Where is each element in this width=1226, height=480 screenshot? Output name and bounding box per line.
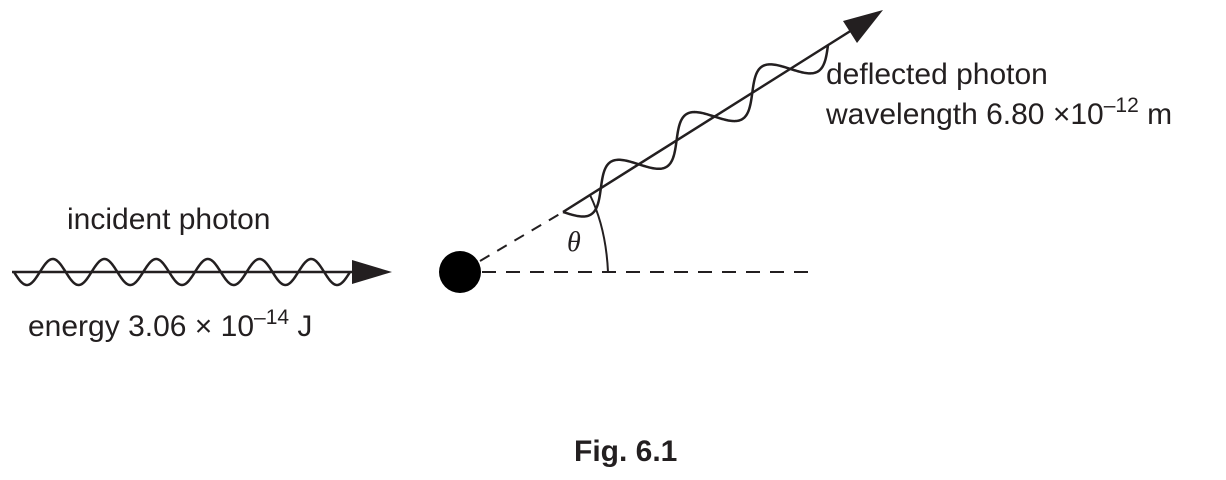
- incident-arrow-head: [352, 260, 392, 284]
- electron: [439, 251, 481, 293]
- figure-caption: Fig. 6.1: [574, 435, 678, 468]
- deflected-arrow-head: [843, 10, 883, 43]
- deflected-photon-label: deflected photon: [826, 58, 1048, 91]
- wavelength-unit: m: [1138, 98, 1173, 131]
- deflected-photon-wave: [562, 44, 830, 218]
- energy-unit: J: [289, 310, 313, 343]
- energy-value: energy 3.06 × 10: [28, 310, 255, 343]
- wavelength-value: wavelength 6.80 ×10: [826, 98, 1104, 131]
- wavelength-exponent: –12: [1103, 94, 1139, 117]
- deflected-arrow-line: [562, 28, 853, 214]
- deflected-wavelength-label: wavelength 6.80 ×10–12 m: [826, 95, 1173, 131]
- angle-theta-label: θ: [567, 227, 581, 258]
- angle-arc: [589, 194, 609, 273]
- energy-exponent: –14: [254, 306, 290, 329]
- incident-energy-label: energy 3.06 × 10–14 J: [28, 307, 313, 343]
- incident-photon-label: incident photon: [67, 203, 271, 236]
- incident-photon-wave: [12, 257, 352, 287]
- deflection-dashed-line: [479, 211, 564, 262]
